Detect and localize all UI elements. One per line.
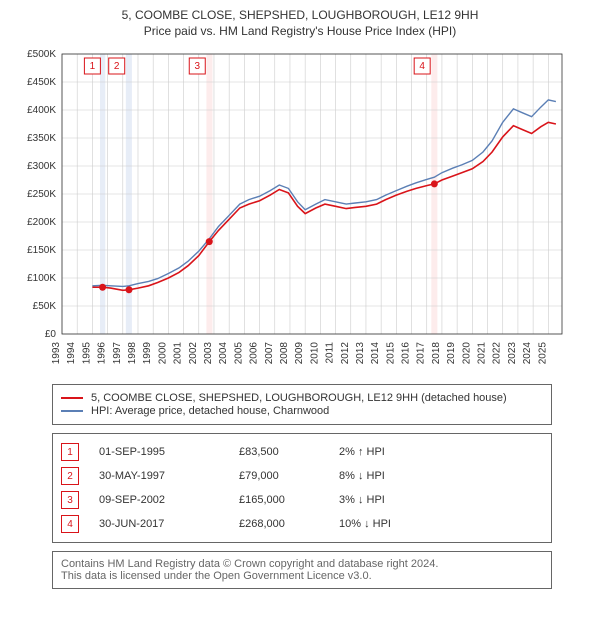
- transaction-badge: 3: [61, 491, 79, 509]
- x-tick-label: 2003: [203, 342, 214, 365]
- legend: 5, COOMBE CLOSE, SHEPSHED, LOUGHBOROUGH,…: [52, 384, 552, 425]
- legend-label: HPI: Average price, detached house, Char…: [91, 405, 329, 417]
- titles: 5, COOMBE CLOSE, SHEPSHED, LOUGHBOROUGH,…: [12, 8, 588, 38]
- transaction-delta: 10% ↓ HPI: [339, 518, 449, 530]
- x-tick-label: 2019: [446, 342, 457, 365]
- x-tick-label: 1999: [142, 342, 153, 365]
- legend-label: 5, COOMBE CLOSE, SHEPSHED, LOUGHBOROUGH,…: [91, 392, 507, 404]
- footer-line-2: This data is licensed under the Open Gov…: [61, 570, 543, 582]
- transaction-price: £79,000: [239, 470, 339, 482]
- x-tick-label: 2023: [507, 342, 518, 365]
- x-tick-label: 2009: [294, 342, 305, 365]
- x-tick-label: 2005: [233, 342, 244, 365]
- y-tick-label: £500K: [27, 49, 56, 60]
- y-tick-label: £450K: [27, 77, 56, 88]
- x-tick-label: 1996: [97, 342, 108, 365]
- transaction-marker: [431, 180, 438, 187]
- transaction-date: 01-SEP-1995: [99, 446, 239, 458]
- transactions-table: 101-SEP-1995£83,5002% ↑ HPI230-MAY-1997£…: [52, 433, 552, 543]
- transaction-date: 30-MAY-1997: [99, 470, 239, 482]
- x-tick-label: 2011: [325, 342, 336, 364]
- y-tick-label: £300K: [27, 161, 56, 172]
- title-main: 5, COOMBE CLOSE, SHEPSHED, LOUGHBOROUGH,…: [12, 8, 588, 22]
- chart: £0 £50K £100K £150K £200K £250K £300K £350K £400…: [12, 44, 588, 374]
- transaction-date: 30-JUN-2017: [99, 518, 239, 530]
- x-tick-label: 2013: [355, 342, 366, 365]
- x-tick-label: 2007: [264, 342, 275, 365]
- x-tick-label: 2021: [477, 342, 488, 365]
- y-tick-label: £150K: [27, 245, 56, 256]
- x-tick-label: 2008: [279, 342, 290, 365]
- chart-svg: £0 £50K £100K £150K £200K £250K £300K £350K £400…: [12, 44, 572, 374]
- transaction-badge: 1: [61, 443, 79, 461]
- y-tick-label: £200K: [27, 217, 56, 228]
- y-tick-label: £250K: [27, 189, 56, 200]
- x-tick-label: 1994: [66, 342, 77, 365]
- marker-badge-number: 1: [90, 61, 96, 72]
- x-tick-label: 1995: [81, 342, 92, 365]
- legend-swatch: [61, 397, 83, 399]
- x-tick-label: 1993: [51, 342, 62, 365]
- x-tick-label: 2010: [309, 342, 320, 365]
- y-tick-label: £100K: [27, 273, 56, 284]
- transaction-row: 3 09-SEP-2002£165,0003% ↓ HPI: [61, 488, 543, 512]
- legend-item: HPI: Average price, detached house, Char…: [61, 405, 543, 417]
- footer: Contains HM Land Registry data © Crown c…: [52, 551, 552, 589]
- transaction-row: 2 30-MAY-1997£79,0008% ↓ HPI: [61, 464, 543, 488]
- x-tick-label: 2020: [461, 342, 472, 365]
- y-tick-label: £400K: [27, 105, 56, 116]
- marker-badge-number: 3: [194, 61, 200, 72]
- transaction-delta: 8% ↓ HPI: [339, 470, 449, 482]
- marker-badge-number: 4: [419, 61, 425, 72]
- x-tick-label: 2022: [492, 342, 503, 365]
- page-container: 5, COOMBE CLOSE, SHEPSHED, LOUGHBOROUGH,…: [0, 0, 600, 599]
- transaction-delta: 2% ↑ HPI: [339, 446, 449, 458]
- transaction-marker: [126, 286, 133, 293]
- transaction-badge: 2: [61, 467, 79, 485]
- x-tick-label: 2018: [431, 342, 442, 365]
- y-tick-label: £50K: [33, 301, 57, 312]
- transaction-delta: 3% ↓ HPI: [339, 494, 449, 506]
- transaction-marker: [206, 238, 213, 245]
- title-sub: Price paid vs. HM Land Registry's House …: [12, 24, 588, 38]
- x-tick-label: 2016: [401, 342, 412, 365]
- transaction-row: 4 30-JUN-2017£268,00010% ↓ HPI: [61, 512, 543, 536]
- transaction-price: £268,000: [239, 518, 339, 530]
- x-tick-label: 2012: [340, 342, 351, 365]
- transaction-marker: [99, 284, 106, 291]
- y-tick-label: £350K: [27, 133, 56, 144]
- x-tick-label: 1998: [127, 342, 138, 365]
- footer-line-1: Contains HM Land Registry data © Crown c…: [61, 558, 543, 570]
- x-tick-label: 2000: [157, 342, 168, 365]
- x-tick-label: 2017: [416, 342, 427, 365]
- marker-badge-number: 2: [114, 61, 120, 72]
- transaction-badge: 4: [61, 515, 79, 533]
- x-tick-label: 2014: [370, 342, 381, 365]
- transaction-row: 1 01-SEP-1995£83,5002% ↑ HPI: [61, 440, 543, 464]
- legend-swatch: [61, 410, 83, 412]
- x-tick-label: 2025: [537, 342, 548, 365]
- x-tick-label: 2002: [188, 342, 199, 365]
- x-tick-label: 2001: [173, 342, 184, 365]
- x-tick-label: 2024: [522, 342, 533, 365]
- x-tick-label: 2006: [249, 342, 260, 365]
- transaction-date: 09-SEP-2002: [99, 494, 239, 506]
- transaction-price: £83,500: [239, 446, 339, 458]
- x-tick-label: 2004: [218, 342, 229, 365]
- x-tick-label: 2015: [385, 342, 396, 365]
- y-tick-label: £0: [45, 329, 57, 340]
- transaction-price: £165,000: [239, 494, 339, 506]
- legend-item: 5, COOMBE CLOSE, SHEPSHED, LOUGHBOROUGH,…: [61, 392, 543, 404]
- x-tick-label: 1997: [112, 342, 123, 365]
